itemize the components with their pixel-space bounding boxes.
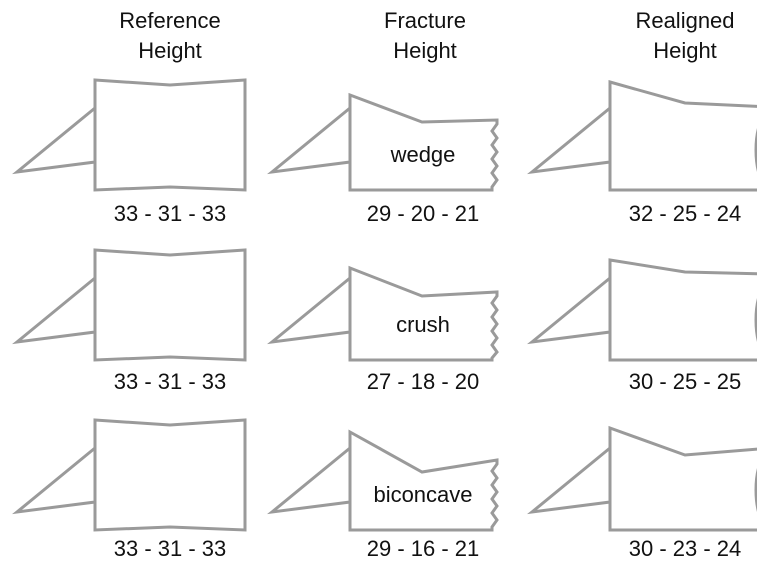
fracture-heights: 29 - 16 - 21	[367, 536, 480, 561]
reference-heights: 33 - 31 - 33	[114, 536, 227, 561]
column-header: Realigned	[635, 8, 734, 33]
vertebra-realigned	[608, 258, 757, 362]
vertebra-realigned	[608, 80, 757, 192]
process-triangle	[267, 274, 352, 345]
column-header: Height	[138, 38, 202, 63]
vertebra-reference	[93, 78, 247, 192]
process-triangle	[12, 444, 97, 515]
vertebra-realigned	[608, 425, 757, 532]
fracture-heights: 27 - 18 - 20	[367, 369, 480, 394]
column-header: Reference	[119, 8, 221, 33]
realigned-heights: 32 - 25 - 24	[629, 201, 742, 226]
process-triangle	[12, 104, 97, 175]
process-triangle	[12, 274, 97, 345]
column-header: Fracture	[384, 8, 466, 33]
realigned-heights: 30 - 23 - 24	[629, 536, 742, 561]
vertebra-fracture	[348, 429, 499, 532]
process-triangle	[527, 104, 612, 175]
vertebra-reference	[93, 418, 247, 532]
fracture-type: wedge	[390, 142, 456, 167]
column-header: Height	[393, 38, 457, 63]
fracture-type: biconcave	[373, 482, 472, 507]
vertebra-fracture	[348, 265, 499, 362]
process-triangle	[267, 104, 352, 175]
reference-heights: 33 - 31 - 33	[114, 369, 227, 394]
vertebra-reference	[93, 248, 247, 362]
vertebra-shapes	[12, 78, 757, 532]
vertebra-fracture	[348, 92, 499, 192]
labels: Reference Height Fracture Height Realigned He…	[114, 8, 742, 561]
process-triangle	[267, 444, 352, 515]
process-triangle	[527, 274, 612, 345]
process-triangle	[527, 444, 612, 515]
fracture-heights: 29 - 20 - 21	[367, 201, 480, 226]
realigned-heights: 30 - 25 - 25	[629, 369, 742, 394]
fracture-type: crush	[396, 312, 450, 337]
column-header: Height	[653, 38, 717, 63]
reference-heights: 33 - 31 - 33	[114, 201, 227, 226]
